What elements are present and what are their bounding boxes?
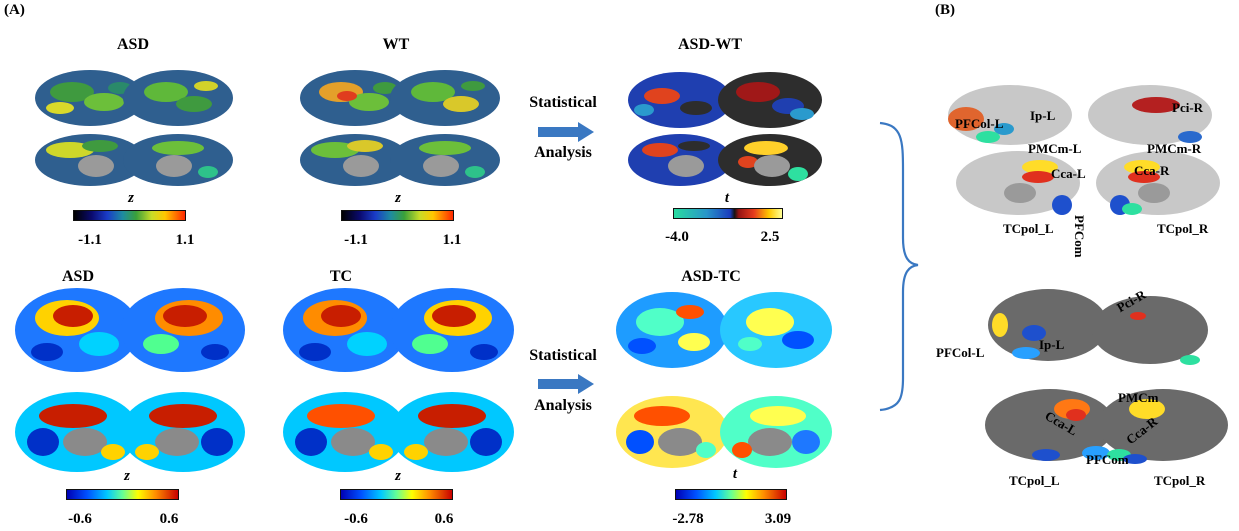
brain-asd-row1: [35, 70, 233, 186]
row1-colorbar-2: [341, 210, 454, 221]
brain-asd-row2: [15, 288, 245, 472]
panel-b-top-brains: [948, 85, 1220, 215]
panel-a-label: (A): [4, 2, 25, 18]
row1-title-asd: ASD: [116, 36, 150, 53]
arrow-right-icon: [538, 122, 594, 142]
row2-title-tc: TC: [329, 268, 353, 285]
row1-tick-max-1: 1.1: [175, 232, 195, 248]
analysis-label-2: Analysis: [534, 397, 592, 414]
statistical-label-2: Statistical: [529, 347, 597, 364]
row2-colorbar-2: [340, 489, 453, 500]
row1-tick-max-2: 1.1: [442, 232, 462, 248]
row1-cbar-symbol-1: z: [128, 190, 134, 206]
row1-cbar-symbol-2: z: [395, 190, 401, 206]
statistical-label-1: Statistical: [529, 94, 597, 111]
roi-label-pfcom-bottom: PFCom: [1086, 452, 1129, 467]
row2-tick-min-3: -2.78: [672, 511, 704, 527]
roi-label-cca-l-top: Cca-L: [1051, 166, 1086, 181]
row2-tick-max-1: 0.6: [159, 511, 179, 527]
row2-tick-min-1: -0.6: [68, 511, 92, 527]
row2-tick-min-2: -0.6: [344, 511, 368, 527]
roi-label-tcpol-l-top: TCpol_L: [1003, 221, 1054, 236]
panel-b-bottom-brains: [985, 289, 1228, 464]
panel-b-label: (B): [935, 2, 955, 18]
row2-cbar-symbol-1: z: [124, 468, 130, 484]
row1-tick-min-2: -1.1: [344, 232, 368, 248]
row2-tick-max-2: 0.6: [434, 511, 454, 527]
roi-label-pci-r-top: Pci-R: [1172, 100, 1204, 115]
roi-label-tcpol-r-bottom: TCpol_R: [1154, 473, 1206, 488]
analysis-label-1: Analysis: [534, 144, 592, 161]
arrow-right-icon: [538, 374, 594, 394]
roi-label-pmcm-bottom: PMCm: [1118, 390, 1159, 405]
row2-title-asd: ASD: [61, 268, 95, 285]
roi-label-cca-r-top: Cca-R: [1134, 163, 1170, 178]
roi-label-pmcm-l-top: PMCm-L: [1028, 141, 1082, 156]
row2-colorbar-3: [675, 489, 787, 500]
brain-tc-row2: [283, 288, 514, 472]
roi-label-pfcol-l-bottom: PFCol-L: [936, 345, 985, 360]
row1-cbar-symbol-3: t: [724, 190, 730, 206]
row1-tick-min-3: -4.0: [665, 229, 689, 245]
row2-cbar-symbol-2: z: [395, 468, 401, 484]
brain-asd-tc-row2: [616, 292, 832, 468]
roi-label-tcpol-r-top: TCpol_R: [1157, 221, 1209, 236]
row2-colorbar-1: [66, 489, 179, 500]
row1-colorbar-3: [673, 208, 783, 219]
row1-tick-max-3: 2.5: [760, 229, 780, 245]
roi-label-ip-l-top: Ip-L: [1030, 108, 1056, 123]
row2-title-asd-tc: ASD-TC: [681, 268, 741, 285]
roi-label-pfcol-l-top: PFCol-L: [955, 116, 1004, 131]
row1-tick-min-1: -1.1: [78, 232, 102, 248]
brain-wt-row1: [300, 70, 500, 186]
row1-title-wt: WT: [382, 36, 410, 53]
row1-colorbar-1: [73, 210, 186, 221]
row2-tick-max-3: 3.09: [764, 511, 792, 527]
roi-label-pfcom-top: PFCom: [1072, 215, 1087, 258]
roi-label-ip-l-bottom: Ip-L: [1039, 337, 1065, 352]
brain-asd-wt-row1: [628, 72, 822, 186]
roi-label-pmcm-r-top: PMCm-R: [1147, 141, 1202, 156]
row1-title-asd-wt: ASD-WT: [677, 36, 743, 53]
row2-cbar-symbol-3: t: [732, 466, 738, 482]
roi-label-tcpol-l-bottom: TCpol_L: [1009, 473, 1060, 488]
